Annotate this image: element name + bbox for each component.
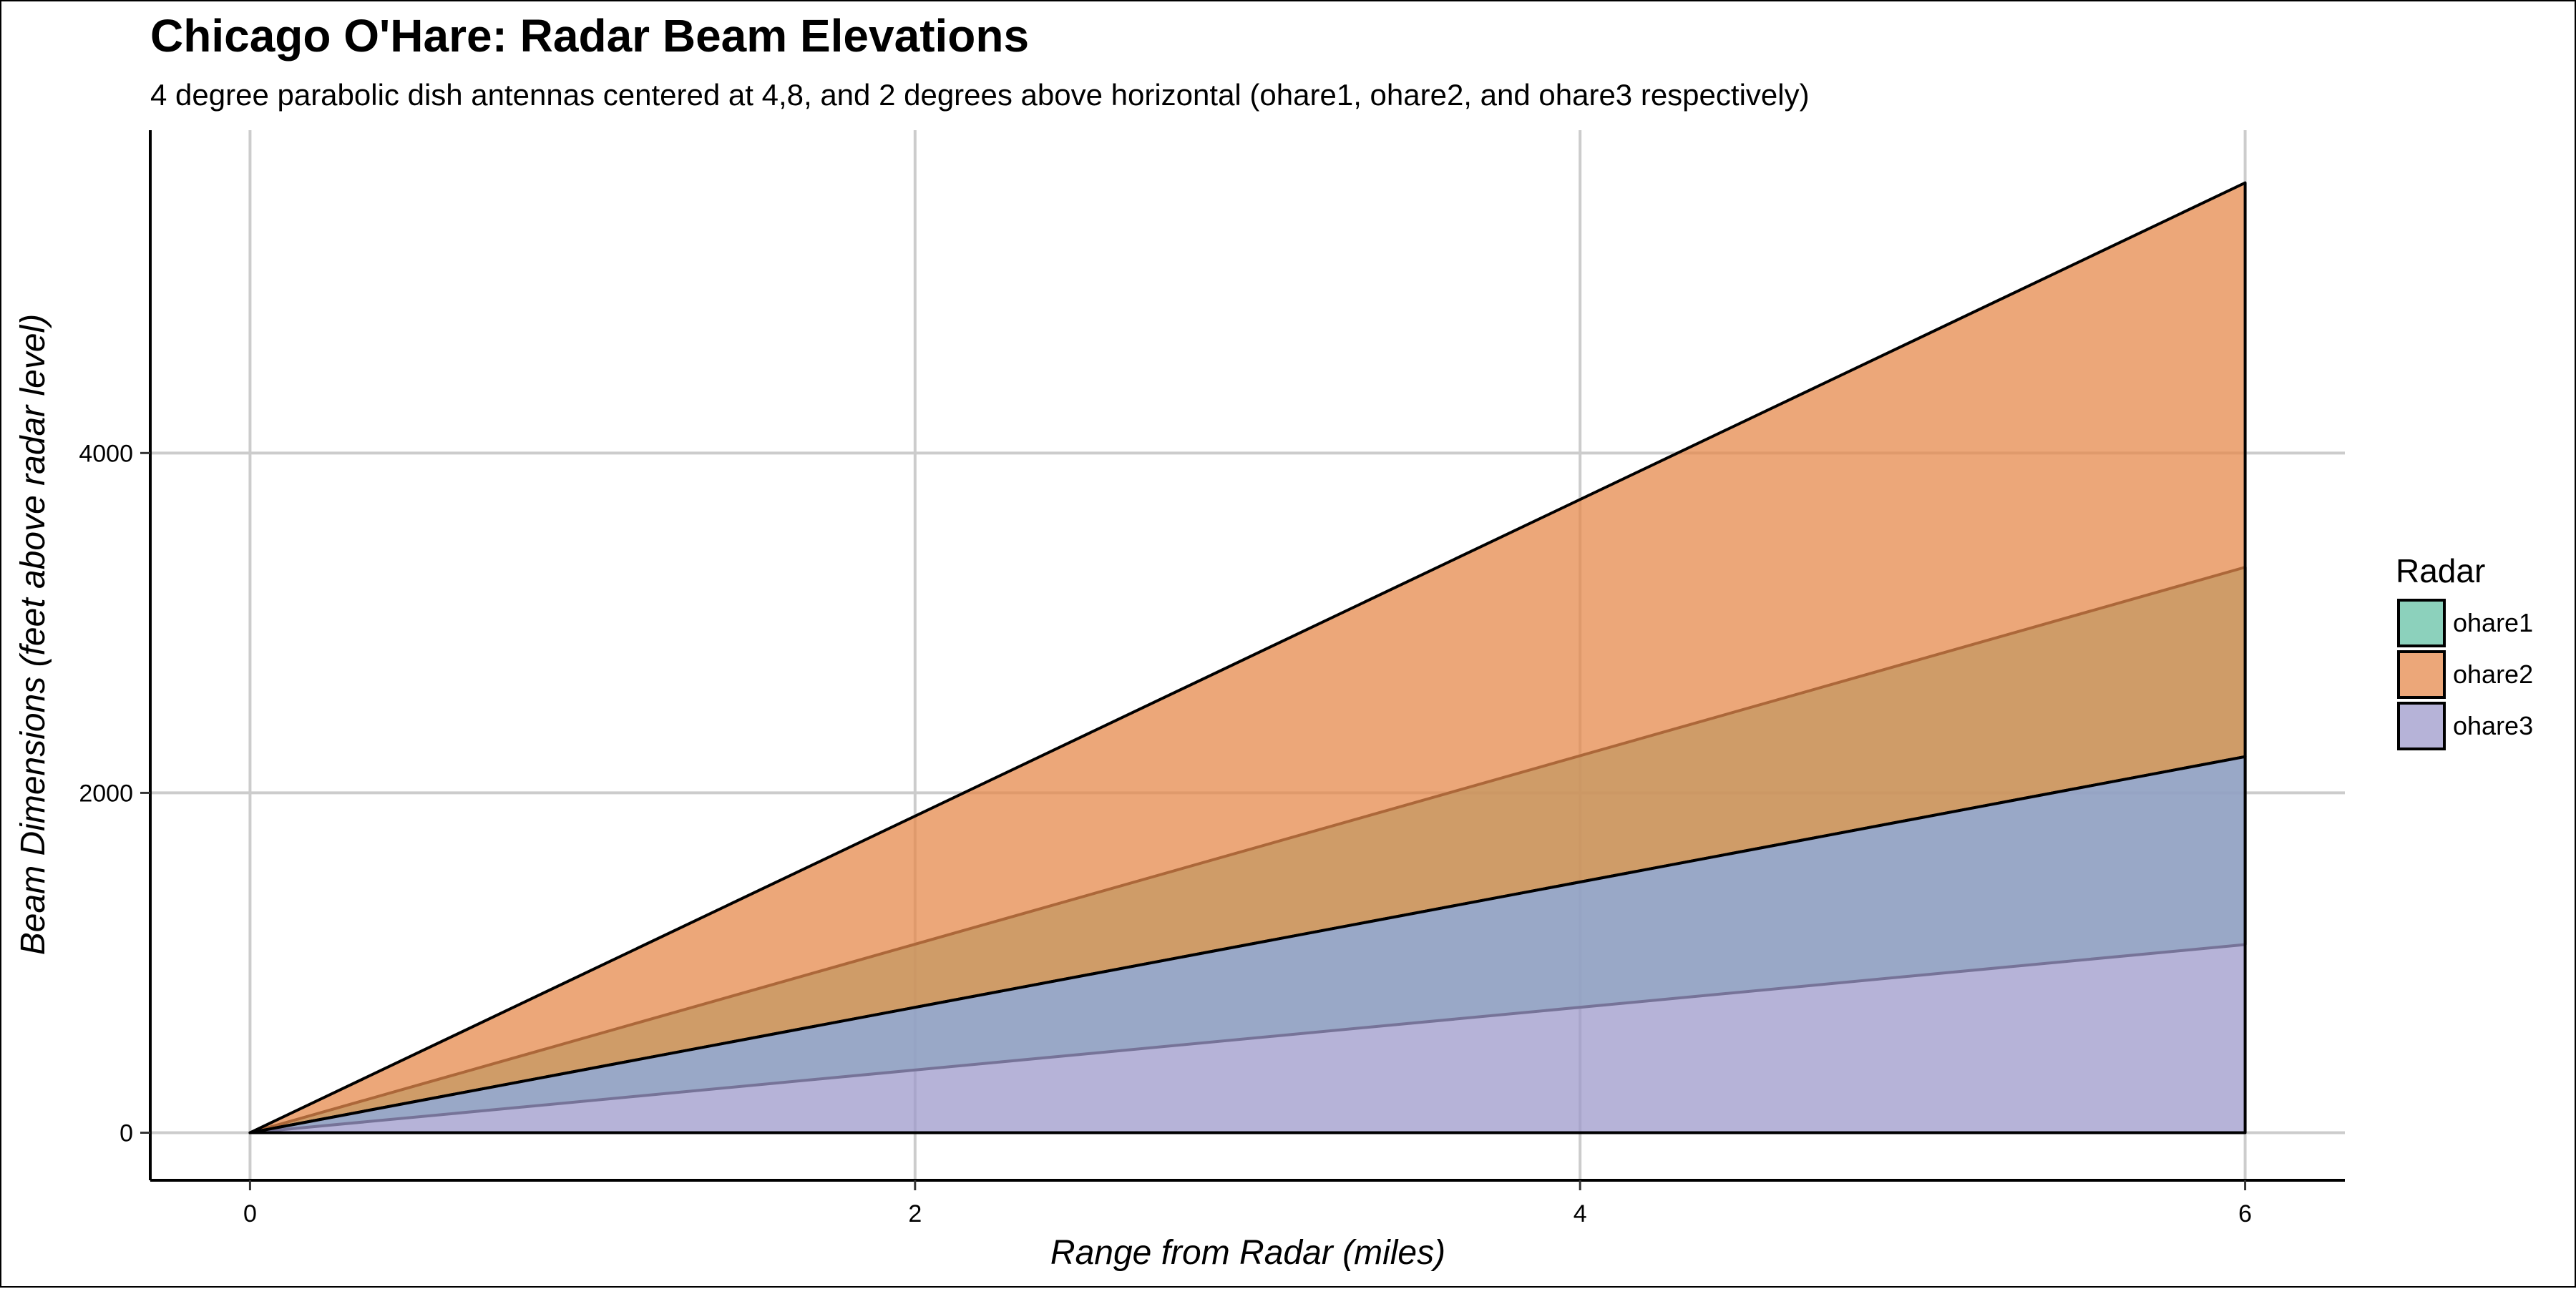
legend-title: Radar	[2396, 552, 2485, 589]
x-tick-label: 2	[908, 1200, 922, 1227]
legend: Radar ohare1 ohare2 ohare3	[2396, 552, 2533, 750]
x-tick-label: 0	[243, 1200, 257, 1227]
y-tick-label: 2000	[79, 780, 133, 807]
y-tick-label: 0	[119, 1119, 133, 1147]
x-tick-label: 6	[2238, 1200, 2252, 1227]
y-axis-label: Beam Dimensions (feet above radar level)	[14, 314, 52, 955]
y-tick-label: 4000	[79, 440, 133, 467]
legend-key-ohare1	[2397, 599, 2446, 647]
legend-label-ohare2: ohare2	[2453, 660, 2533, 689]
legend-key-ohare3	[2397, 702, 2446, 750]
axes: 0 2 4 6 0 2000 4000	[79, 130, 2345, 1227]
x-axis-label: Range from Radar (miles)	[1050, 1234, 1445, 1272]
legend-key-ohare2	[2397, 650, 2446, 699]
plot-areas	[248, 181, 2247, 1134]
x-tick-label: 4	[1574, 1200, 1587, 1227]
area-ohare3	[248, 755, 2247, 1134]
legend-label-ohare3: ohare3	[2453, 711, 2533, 740]
chart-subtitle: 4 degree parabolic dish antennas centere…	[150, 78, 1810, 112]
chart-title: Chicago O'Hare: Radar Beam Elevations	[150, 10, 1029, 62]
legend-label-ohare1: ohare1	[2453, 608, 2533, 637]
